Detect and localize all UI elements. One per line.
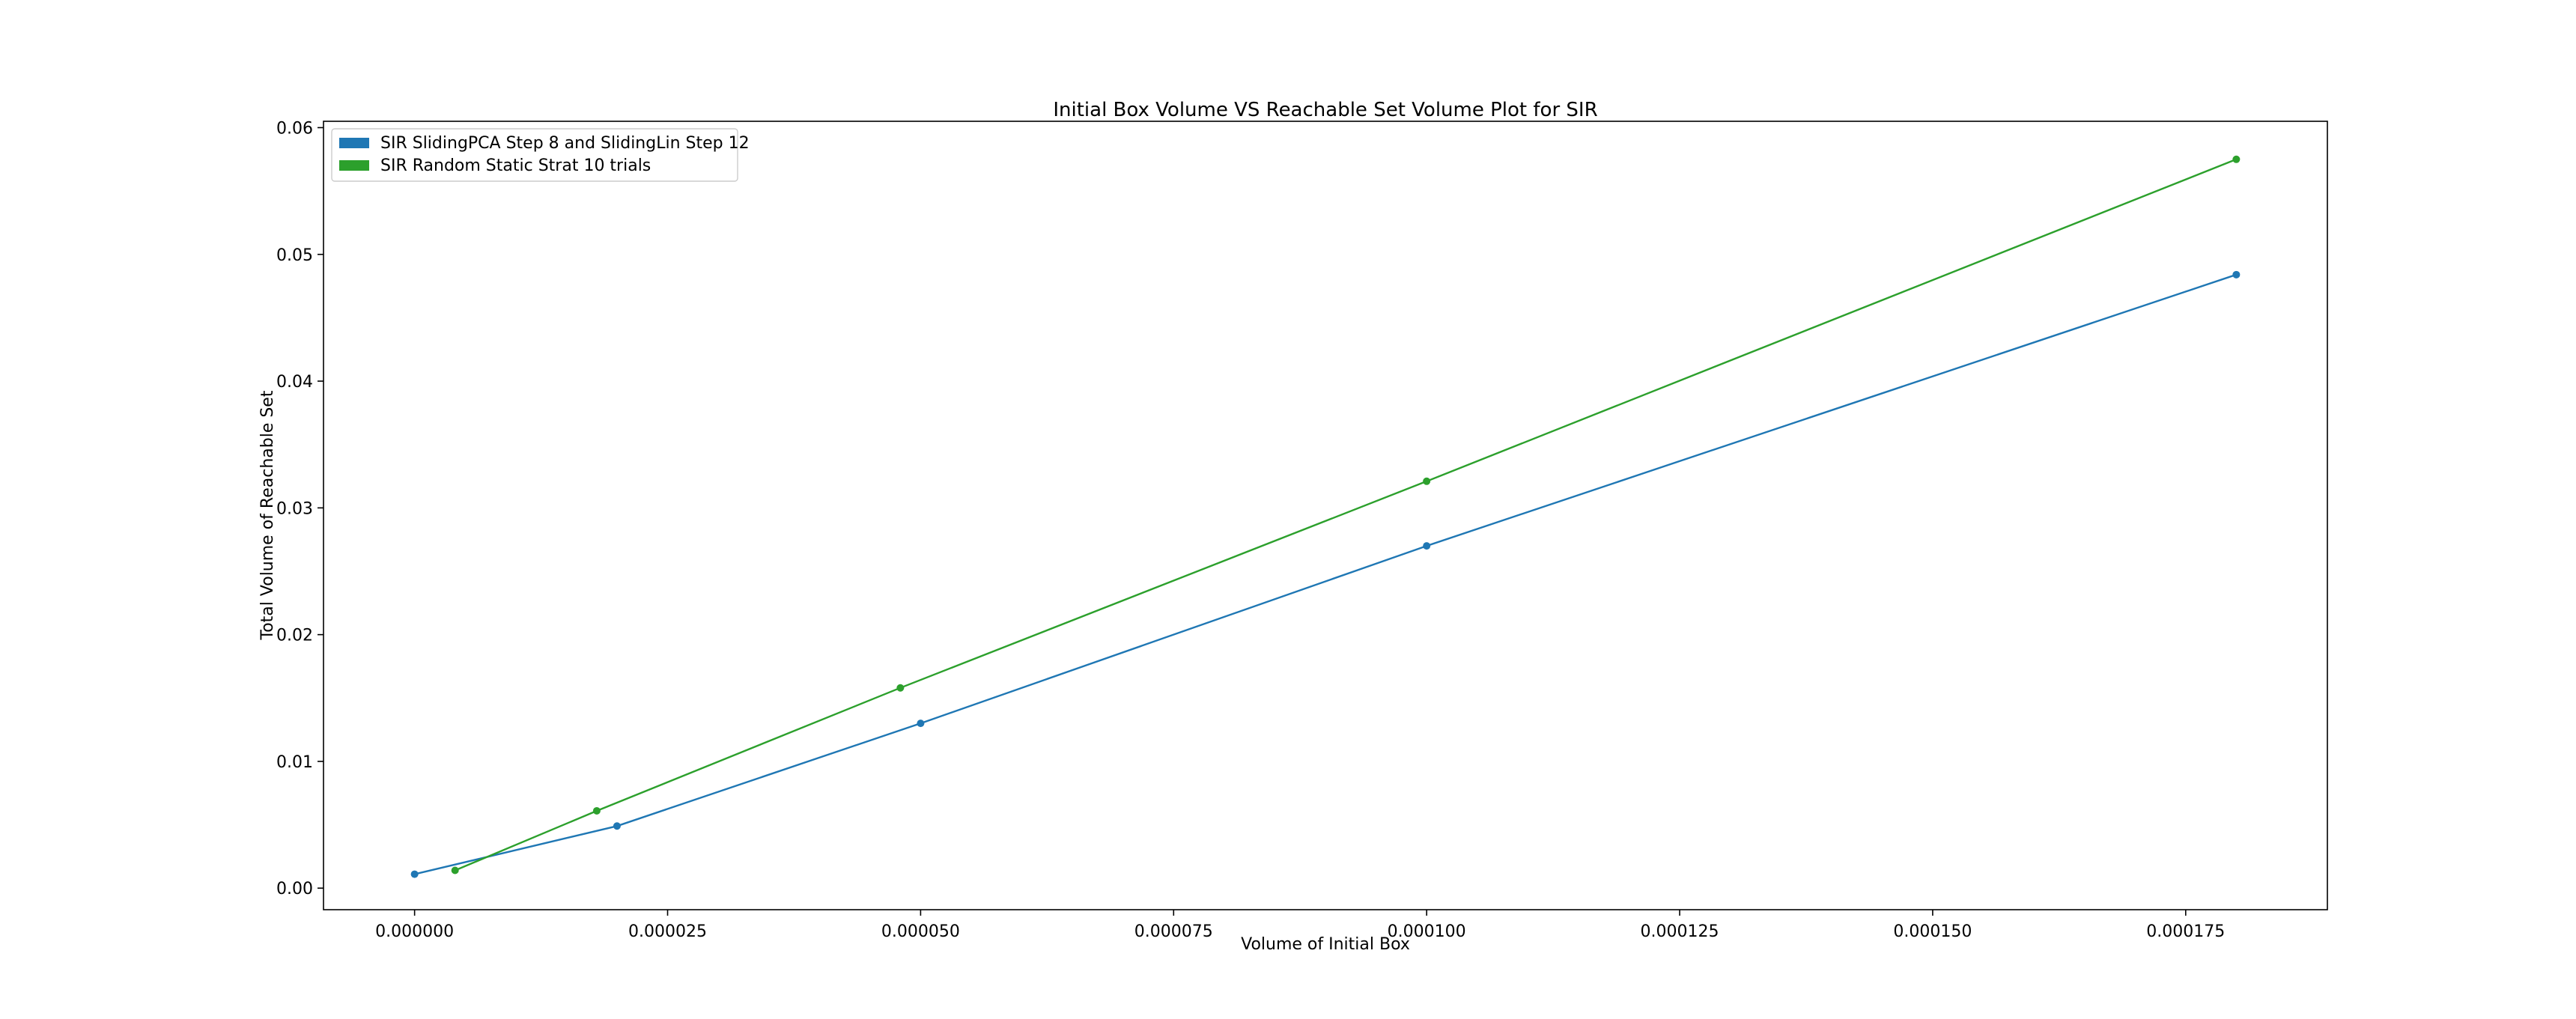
chart-title: Initial Box Volume VS Reachable Set Volu… xyxy=(1053,99,1597,121)
legend-label-series-2: SIR Random Static Strat 10 trials xyxy=(380,156,651,175)
legend-swatch-series-1 xyxy=(339,138,369,148)
x-tick-label: 0.000100 xyxy=(1388,922,1466,941)
y-tick-label: 0.01 xyxy=(276,753,313,772)
y-tick-label: 0.03 xyxy=(276,499,313,518)
legend-label-series-1: SIR SlidingPCA Step 8 and SlidingLin Ste… xyxy=(380,134,750,153)
x-tick-label: 0.000125 xyxy=(1641,922,1719,941)
x-tick-label: 0.000025 xyxy=(628,922,707,941)
plot-area xyxy=(323,121,2328,910)
x-axis-label: Volume of Initial Box xyxy=(1241,935,1410,954)
x-tick-label: 0.000050 xyxy=(881,922,960,941)
y-tick-label: 0.05 xyxy=(276,246,313,265)
data-point-series-1 xyxy=(917,720,925,728)
y-tick-label: 0.02 xyxy=(276,627,313,645)
x-tick-label: 0.000000 xyxy=(375,922,454,941)
x-tick-label: 0.000150 xyxy=(1893,922,1972,941)
legend-swatch-series-2 xyxy=(339,160,369,171)
data-point-series-2 xyxy=(451,866,459,874)
legend: SIR SlidingPCA Step 8 and SlidingLin Ste… xyxy=(331,128,750,182)
data-point-series-2 xyxy=(2232,155,2241,163)
y-tick-label: 0.04 xyxy=(276,373,313,392)
x-tick-label: 0.000075 xyxy=(1134,922,1213,941)
y-tick-label: 0.06 xyxy=(276,119,313,138)
data-point-series-2 xyxy=(592,806,601,815)
data-point-series-1 xyxy=(410,870,419,878)
y-axis-label: Total Volume of Reachable Set xyxy=(258,390,277,640)
y-axis-ticks: 0.00 0.01 0.02 0.03 0.04 0.05 0.06 xyxy=(276,119,323,898)
data-point-series-2 xyxy=(1423,477,1431,485)
data-point-series-1 xyxy=(1423,542,1431,550)
x-tick-label: 0.000175 xyxy=(2146,922,2225,941)
x-axis-ticks: 0.000000 0.000025 0.000050 0.000075 0.000100… xyxy=(375,910,2225,941)
series-layer xyxy=(410,155,2241,878)
data-point-series-1 xyxy=(613,822,621,830)
legend-box xyxy=(331,128,738,182)
data-point-series-1 xyxy=(2232,270,2241,279)
y-tick-label: 0.00 xyxy=(276,880,313,898)
data-point-series-2 xyxy=(896,684,905,692)
